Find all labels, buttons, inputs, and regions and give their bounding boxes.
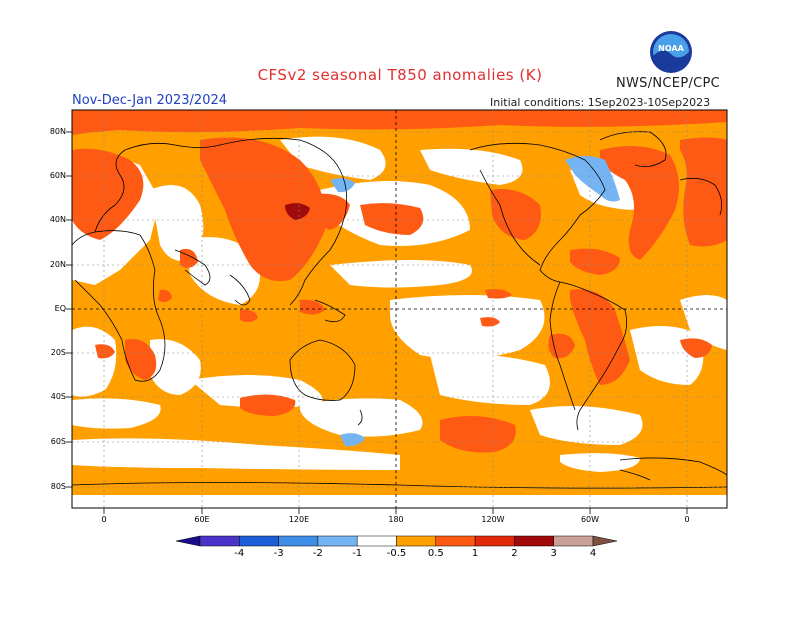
colorbar-label: -3 [273, 548, 284, 559]
colorbar-segment [239, 535, 279, 547]
colorbar-segment [514, 535, 554, 547]
anomaly-fields [72, 110, 727, 508]
lat-label: EQ [54, 304, 66, 313]
colorbar-segment [396, 535, 437, 547]
lat-label: 60S [50, 437, 66, 446]
colorbar-label: -2 [312, 548, 323, 559]
colorbar-label: 2 [511, 548, 518, 559]
graticule [72, 110, 727, 508]
lat-label: 60N [49, 171, 66, 180]
colorbar-segment [199, 535, 240, 547]
lat-label: 80N [49, 127, 66, 136]
lon-label: 0 [101, 515, 107, 524]
colorbar-segment [278, 535, 319, 547]
lon-label: 120W [481, 515, 505, 524]
forecast-period: Nov-Dec-Jan 2023/2024 [72, 93, 228, 108]
lat-label: 80S [50, 482, 66, 491]
colorbar-segment [474, 535, 515, 547]
colorbar-label: 3 [550, 548, 557, 559]
noaa-logo-text: NOAA [658, 44, 684, 53]
colorbar-label: -1 [352, 548, 363, 559]
colorbar-segment [317, 535, 358, 547]
lat-label: 40S [50, 392, 66, 401]
colorbar-arrow-high [592, 535, 618, 547]
lon-label: 60W [580, 515, 600, 524]
lat-label: 20S [50, 348, 66, 357]
colorbar-segment [356, 535, 397, 547]
agency-label: NWS/NCEP/CPC [616, 76, 721, 91]
lon-label: 60E [194, 515, 210, 524]
initial-conditions: Initial conditions: 1Sep2023-10Sep2023 [490, 96, 711, 109]
colorbar-arrow-low [175, 535, 201, 547]
colorbar-label: 4 [589, 548, 597, 559]
lon-label: 180 [388, 515, 404, 524]
lon-label: 120E [288, 515, 310, 524]
axis-ticks [66, 131, 688, 514]
colorbar-label: -0.5 [386, 548, 407, 559]
colorbar-label: 0.5 [427, 548, 444, 559]
noaa-logo-icon: NOAA [649, 30, 693, 74]
equator-dateline [72, 110, 727, 508]
colorbar-segment [553, 535, 594, 547]
chart-title: CFSv2 seasonal T850 anomalies (K) [257, 66, 543, 84]
lat-label: 20N [49, 260, 66, 269]
colorbar-label: -4 [234, 548, 245, 559]
lat-label: 40N [49, 215, 66, 224]
colorbar-segment [435, 535, 476, 547]
colorbar [175, 535, 618, 547]
colorbar-label: 1 [471, 548, 479, 559]
coastlines [72, 131, 727, 489]
lon-label: 0 [684, 515, 690, 524]
